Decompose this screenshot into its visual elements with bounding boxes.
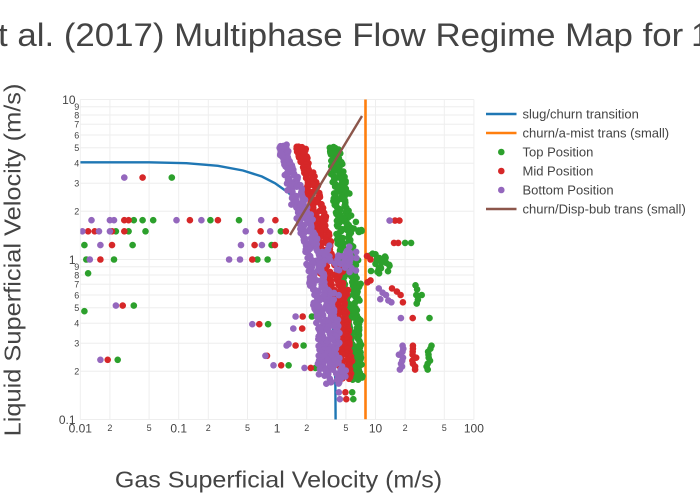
svg-text:2: 2 xyxy=(74,367,79,377)
svg-text:Mid Position: Mid Position xyxy=(523,164,594,179)
svg-text:9: 9 xyxy=(74,102,79,112)
svg-text:Liquid Superficial Velocity (m: Liquid Superficial Velocity (m/s) xyxy=(1,84,27,437)
svg-text:2: 2 xyxy=(74,207,79,217)
svg-text:10: 10 xyxy=(62,93,76,107)
svg-text:churn/a-mist trans (small): churn/a-mist trans (small) xyxy=(523,126,670,141)
svg-text:1: 1 xyxy=(69,253,76,267)
svg-text:6: 6 xyxy=(74,130,79,140)
svg-text:9: 9 xyxy=(74,262,79,272)
svg-text:4: 4 xyxy=(74,319,79,329)
svg-text:5: 5 xyxy=(74,303,79,313)
svg-text:5: 5 xyxy=(245,423,250,433)
svg-text:5: 5 xyxy=(74,143,79,153)
svg-text:3: 3 xyxy=(74,339,79,349)
svg-text:7: 7 xyxy=(74,120,79,130)
svg-text:0.1: 0.1 xyxy=(59,413,76,427)
svg-text:100: 100 xyxy=(464,422,484,436)
svg-text:8: 8 xyxy=(74,270,79,280)
svg-text:2: 2 xyxy=(403,423,408,433)
svg-text:2: 2 xyxy=(304,423,309,433)
svg-text:3: 3 xyxy=(74,179,79,189)
svg-text:slug/churn transition: slug/churn transition xyxy=(523,107,639,122)
svg-text:8: 8 xyxy=(74,110,79,120)
svg-text:5: 5 xyxy=(147,423,152,433)
svg-text:1: 1 xyxy=(274,422,281,436)
svg-text:Top Position: Top Position xyxy=(523,145,594,160)
svg-text:5: 5 xyxy=(343,423,348,433)
svg-text:10: 10 xyxy=(369,422,383,436)
svg-text:2: 2 xyxy=(107,423,112,433)
svg-text:0.01: 0.01 xyxy=(69,422,93,436)
svg-text:4: 4 xyxy=(74,159,79,169)
svg-text:5: 5 xyxy=(442,423,447,433)
svg-text:6: 6 xyxy=(74,290,79,300)
svg-text:Bottom Position: Bottom Position xyxy=(523,183,614,198)
svg-text:7: 7 xyxy=(74,280,79,290)
svg-text:churn/Disp-bub trans (small): churn/Disp-bub trans (small) xyxy=(523,202,686,217)
svg-text:0.1: 0.1 xyxy=(170,422,187,436)
svg-text:Gas Superficial Velocity (m/s): Gas Superficial Velocity (m/s) xyxy=(115,467,442,493)
svg-text:2: 2 xyxy=(206,423,211,433)
